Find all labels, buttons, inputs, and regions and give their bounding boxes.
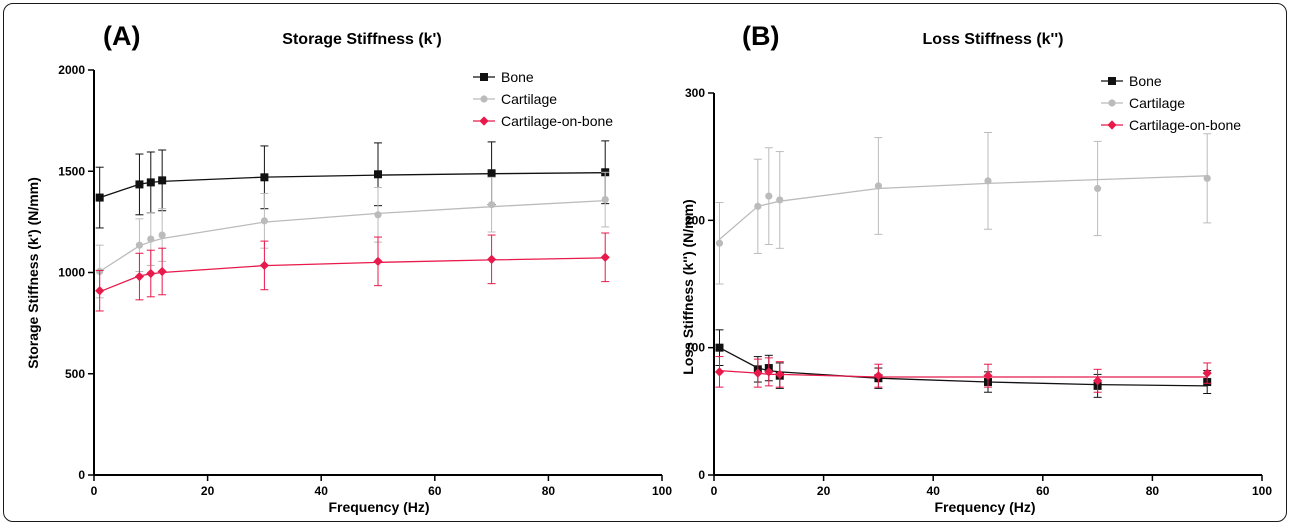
panel-a-cartilage-on-bone-fit-line (99, 257, 606, 293)
panel-b-cartilage-point (776, 196, 784, 204)
panel-b-cartilage-point (715, 239, 724, 247)
panel-a-series-cartilage (95, 171, 610, 299)
panel-b-series-bone (715, 329, 1212, 398)
panel-a-cartilage-on-bone-point (157, 266, 167, 277)
panel-b-cartilage-on-bone-point (1093, 376, 1103, 386)
panel-b-x-tick-label: 60 (1036, 484, 1050, 498)
panel-a-y-axis-title: Storage Stiffness (k') (N/mm) (25, 177, 41, 369)
panel-a-cartilage-point (260, 217, 268, 225)
panel-a-cartilage-point (147, 235, 155, 243)
panel-b-legend-label-bone: Bone (1129, 73, 1162, 89)
panel-b-x-tick-label: 80 (1146, 484, 1160, 498)
panel-a-title: Storage Stiffness (k') (282, 31, 441, 48)
panel-a-cartilage-point (601, 196, 609, 204)
panel-a-y-tick-label: 1000 (58, 266, 85, 280)
panel-b-x-axis-title: Frequency (Hz) (934, 499, 1035, 515)
panel-a-y-tick-label: 2000 (58, 63, 85, 77)
panel-a-legend-label-cartilage: Cartilage (501, 91, 557, 107)
panel-b-cartilage-on-bone-point (764, 367, 774, 377)
panel-b-y-axis-title: Loss Stiffness (k'') (N/mm) (680, 199, 696, 374)
panel-a-legend-label-bone: Bone (501, 69, 534, 85)
panel-b-x-tick-label: 20 (817, 484, 831, 498)
panel-b-cartilage-fit-line (719, 175, 1208, 240)
panel-b-y-tick-label: 200 (685, 213, 705, 227)
panel-b-cartilage-point (1094, 184, 1102, 193)
panel-a-cartilage-on-bone-point (146, 268, 156, 279)
panel-b-y-tick-label: 0 (698, 468, 705, 482)
panel-b-letter: (B) (742, 21, 779, 51)
panel-b-x-tick-label: 40 (927, 484, 941, 498)
panel-a-x-tick-label: 20 (201, 484, 215, 498)
panel-a-x-tick-label: 0 (91, 484, 98, 498)
panel-b-legend-marker-cartilage-on-bone (1107, 120, 1117, 130)
panel-a-cartilage-point (374, 211, 382, 219)
panel-a-cartilage-point (158, 231, 166, 239)
panel-a-bone-point (374, 170, 382, 179)
panel-b-bone-fit-line (719, 347, 1208, 387)
panel-b-legend-marker-cartilage (1108, 99, 1116, 107)
panel-a-y-tick-label: 500 (65, 367, 85, 381)
panel-a-cartilage-fit-line (99, 199, 606, 273)
panel-a-x-tick-label: 100 (652, 484, 672, 498)
panel-b-cartilage-on-bone-point (775, 369, 785, 380)
panel-b-legend-label-cartilage-on-bone: Cartilage-on-bone (1129, 117, 1241, 133)
panel-a-cartilage-on-bone-point (600, 252, 610, 262)
panel-b-cartilage-point (874, 182, 883, 190)
panel-b-cartilage-point (765, 192, 773, 200)
panel-a-cartilage-on-bone-point (373, 256, 383, 266)
panel-a-legend-marker-cartilage (480, 95, 488, 103)
panel-b-cartilage-on-bone-point (753, 368, 763, 378)
panel-a-series-cartilage-on-bone (95, 232, 610, 312)
panel-b-y-tick-label: 100 (685, 341, 705, 355)
panel-a-y-tick-label: 1500 (58, 164, 85, 178)
panel-b-x-tick-label: 0 (711, 484, 718, 498)
panel-b-cartilage-on-bone-point (714, 367, 725, 377)
panel-b-cartilage-on-bone-fit-line (719, 369, 1208, 378)
panel-b-legend-marker-bone (1108, 77, 1116, 85)
panel-a-bone-point (260, 173, 269, 182)
panel-b-cartilage-on-bone-point (983, 371, 993, 381)
panel-a-bone-fit-line (99, 172, 606, 199)
panel-a-bone-point (158, 176, 167, 185)
panel-b-legend-label-cartilage: Cartilage (1129, 95, 1185, 111)
panel-a-cartilage-on-bone-point (487, 254, 497, 264)
panel-b-bone-point (715, 343, 724, 352)
panel-a-x-tick-label: 60 (428, 484, 442, 498)
panel-a-bone-point (487, 169, 496, 178)
panel-a-y-tick-label: 0 (78, 468, 85, 482)
panel-b-series-cartilage-on-bone (714, 356, 1212, 393)
panel-a-legend-marker-bone (480, 73, 488, 81)
panel-a-x-tick-label: 80 (542, 484, 556, 498)
panel-a-bone-point (95, 193, 104, 202)
panel-b-cartilage-point (1203, 174, 1211, 182)
panel-b-cartilage-on-bone-point (873, 371, 883, 381)
figure-frame (3, 3, 1287, 522)
panel-a-bone-point (135, 180, 144, 189)
panel-a-letter: (A) (103, 21, 140, 51)
panel-a-cartilage-on-bone-point (95, 286, 105, 296)
panel-b-cartilage-point (984, 177, 992, 185)
panel-a-x-tick-label: 40 (315, 484, 329, 498)
panel-a-x-axis-title: Frequency (Hz) (328, 499, 429, 515)
panel-b-y-tick-label: 300 (685, 86, 705, 100)
panel-b-cartilage-point (754, 202, 762, 210)
panel-a-legend-label-cartilage-on-bone: Cartilage-on-bone (501, 113, 613, 129)
panel-b-plot: 0 20 40 60 80 100 0 100 200 300 Bone Cartilage Carti… (685, 73, 1272, 498)
panel-a-cartilage-point (135, 241, 144, 249)
panel-a-cartilage-on-bone-point (259, 260, 269, 271)
panel-b-x-tick-label: 100 (1252, 484, 1272, 498)
panel-a-bone-point (146, 178, 155, 187)
panel-a-legend-marker-cartilage-on-bone (479, 116, 489, 126)
panel-b-series-cartilage (715, 131, 1212, 285)
panel-a-cartilage-point (488, 201, 496, 209)
panel-b-cartilage-on-bone-point (1202, 368, 1212, 378)
panel-b-title: Loss Stiffness (k'') (923, 31, 1064, 48)
panel-a-cartilage-on-bone-point (134, 271, 145, 282)
